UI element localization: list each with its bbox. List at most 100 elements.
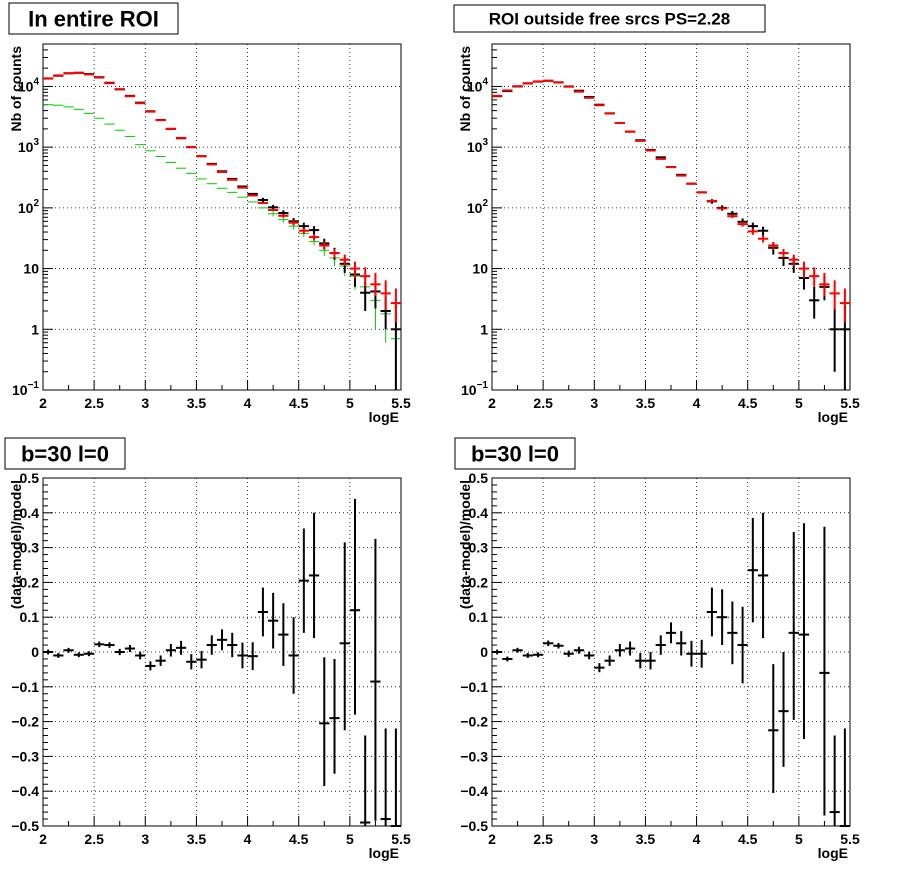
data-point	[268, 211, 279, 217]
y-tick-label: 102	[467, 198, 489, 216]
x-tick-label: 5.5	[840, 395, 860, 411]
data-point	[360, 267, 371, 287]
chart-title-box: In entire ROI	[8, 2, 179, 35]
series-2	[43, 71, 401, 323]
data-point	[727, 601, 738, 665]
data-point	[655, 635, 666, 655]
data-point	[809, 267, 820, 287]
x-tick-label: 5	[795, 831, 803, 847]
y-tick-label: 104	[18, 76, 40, 94]
x-tick-label: 2	[39, 831, 47, 847]
y-tick-label: −0.1	[460, 679, 488, 695]
x-tick-label: 4	[244, 831, 252, 847]
data-point	[319, 241, 330, 250]
title-frame	[4, 437, 126, 470]
y-tick-label: −0.5	[11, 818, 39, 834]
data-point	[553, 642, 564, 649]
x-tick-label: 2.5	[533, 831, 553, 847]
y-tick-label: 102	[18, 198, 40, 216]
y-tick-label: −0.4	[460, 783, 488, 799]
data-point	[124, 645, 136, 652]
data-point	[798, 261, 810, 278]
data-point	[155, 655, 166, 666]
x-tick-label: 5	[346, 831, 354, 847]
x-tick-label: 4	[693, 395, 701, 411]
y-tick-label: 1	[31, 321, 39, 337]
data-point	[839, 728, 850, 827]
data-point	[829, 280, 840, 310]
y-tick-label: 103	[467, 137, 489, 155]
data-point	[186, 654, 197, 670]
data-point	[573, 646, 585, 654]
data-point	[747, 228, 758, 235]
data-point	[268, 592, 279, 649]
y-tick-label: 10−1	[461, 380, 488, 398]
data-point	[288, 220, 299, 226]
y-tick-label: 103	[18, 137, 40, 155]
data-point	[717, 589, 728, 646]
data-point	[532, 652, 544, 658]
y-tick-label: 0	[480, 644, 488, 660]
data-point	[696, 639, 707, 668]
title-frame	[453, 4, 766, 33]
data-point	[329, 249, 340, 258]
data-point	[809, 286, 820, 319]
x-axis-label: logE	[818, 409, 848, 425]
data-point	[288, 617, 299, 694]
y-tick-label: 0.2	[20, 574, 40, 590]
data-point	[237, 642, 248, 669]
data-point	[175, 640, 187, 655]
x-tick-label: 3.5	[187, 831, 207, 847]
data-point	[747, 518, 758, 623]
y-tick-label: 0.5	[20, 470, 40, 486]
data-point	[390, 288, 401, 323]
y-tick-label: −0.3	[460, 748, 488, 764]
data-point	[165, 643, 176, 657]
x-axis-label: logE	[369, 409, 399, 425]
y-tick-label: 0.3	[20, 540, 40, 556]
y-tick-label: 0	[31, 644, 39, 660]
data-point	[278, 214, 289, 218]
data-point	[768, 241, 779, 250]
x-tick-label: 3	[590, 831, 598, 847]
series-1	[492, 79, 850, 323]
data-point	[624, 641, 636, 656]
data-point	[829, 735, 840, 826]
y-tick-label: 0.1	[20, 609, 40, 625]
data-point	[584, 651, 595, 660]
y-tick-label: 0.1	[469, 609, 489, 625]
data-point	[360, 282, 371, 312]
x-tick-label: 5	[795, 395, 803, 411]
data-point	[512, 647, 523, 653]
y-tick-label: 104	[467, 76, 489, 94]
data-point	[329, 658, 340, 774]
chart-title: b=30 l=0	[471, 441, 559, 466]
data-point	[380, 728, 391, 826]
x-tick-label: 2	[488, 831, 496, 847]
x-tick-label: 4	[244, 395, 252, 411]
data-point	[614, 643, 625, 657]
data-point	[298, 528, 309, 633]
data-point	[206, 635, 217, 655]
data-point	[788, 531, 799, 720]
data-point	[757, 235, 769, 243]
x-tick-label: 3.5	[187, 395, 207, 411]
data-point	[645, 652, 656, 670]
data-point	[43, 649, 54, 655]
x-tick-label: 2.5	[84, 395, 104, 411]
chart-panel-top-right: 2 2.5 3 3.5 4 4.5 5 5.5 10−1 1 10 102 103 104 logE Nb o…	[453, 4, 860, 425]
data-point	[114, 648, 125, 656]
data-point	[798, 523, 810, 739]
data-point	[339, 542, 350, 731]
data-point	[370, 272, 381, 297]
title-frame	[8, 2, 179, 35]
data-point	[543, 640, 554, 647]
data-point	[737, 221, 748, 227]
data-point	[83, 651, 95, 657]
data-point	[819, 272, 830, 297]
data-point	[380, 280, 391, 310]
chart-title: ROI outside free srcs PS=2.28	[489, 10, 730, 29]
x-tick-label: 5.5	[391, 831, 411, 847]
data-point	[145, 661, 156, 671]
